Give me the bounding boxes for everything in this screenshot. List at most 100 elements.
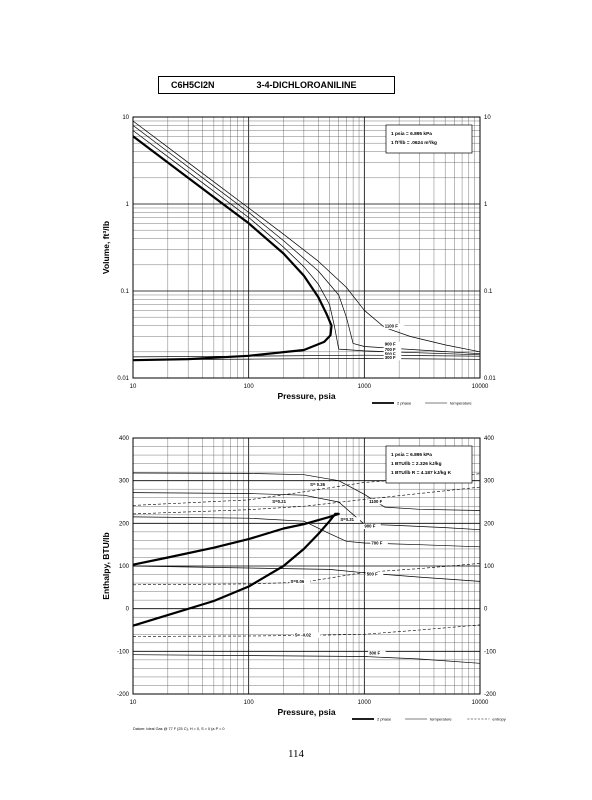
series-line	[132, 358, 481, 361]
legend-label: temperature	[430, 717, 452, 722]
y-tick-label-left: 200	[119, 521, 130, 527]
y-tick-label-right: 10	[484, 115, 491, 121]
x-tick-label: 10000	[472, 700, 489, 706]
y-tick-label-left: 1	[126, 202, 130, 208]
x-tick-label: 1000	[358, 384, 372, 390]
curve-label: S= 0.26	[310, 482, 326, 487]
x-tick-label: 100	[244, 700, 255, 706]
series-line	[132, 473, 481, 506]
curve-label-bg	[271, 498, 292, 505]
y-tick-label-left: 0.01	[117, 376, 129, 382]
curve-label-bg	[383, 323, 405, 330]
unit-note-line: 1 psia = 6.895 kPa	[391, 131, 432, 137]
x-tick-label: 1000	[358, 700, 372, 706]
title-box: C6H5Cl2N 3-4-DICHLOROANILINE	[158, 76, 395, 94]
y-axis-title: Enthalpy, BTU/lb	[101, 532, 111, 599]
y-tick-label-right: 200	[484, 521, 495, 527]
y-tick-label-left: 100	[119, 564, 130, 570]
series-line	[132, 120, 481, 353]
y-tick-label-right: -200	[484, 692, 497, 698]
unit-note-line: 1 ft³/lb = .0624 m³/kg	[391, 140, 437, 146]
chart-volume: 10 100 1000 10000 0.01 0.01 0.1 0.1 1 1 10 10 Pressu…	[101, 115, 496, 406]
y-tick-label-left: -200	[117, 692, 130, 698]
x-tick-label: 10000	[472, 384, 489, 390]
unit-note-box	[385, 124, 473, 154]
curve-label-bg	[293, 632, 321, 638]
curve-label-bg	[289, 579, 311, 585]
y-tick-label-left: 400	[119, 436, 130, 442]
legend-label: 2 phase	[377, 717, 392, 722]
curve-label-bg	[383, 346, 402, 353]
unit-note-box	[385, 445, 473, 484]
series-line	[132, 486, 481, 515]
curve-label: 700 F	[385, 347, 396, 352]
series-line	[132, 492, 481, 531]
y-tick-label-right: 1	[484, 202, 488, 208]
curve-label: 300 F	[385, 355, 396, 360]
y-tick-label-left: 300	[119, 479, 130, 485]
x-tick-label: 100	[244, 384, 255, 390]
curve-label: 900 F	[364, 524, 375, 529]
curve-label-bg	[339, 517, 360, 523]
series-line	[132, 512, 340, 627]
curve-label: S=0.06	[291, 579, 305, 584]
y-tick-label-right: 0.01	[484, 376, 496, 382]
plot-frame	[132, 437, 481, 695]
series-line	[132, 654, 481, 664]
series-line	[132, 354, 481, 358]
y-tick-label-right: 0	[484, 607, 488, 613]
x-tick-label: 10	[130, 384, 137, 390]
x-axis-title: Pressure, psia	[277, 707, 335, 717]
curve-label-bg	[383, 354, 402, 361]
series-line	[132, 125, 481, 355]
curve-label-bg	[368, 498, 389, 505]
legend-label: temperature	[450, 401, 472, 406]
x-axis-title: Pressure, psia	[277, 391, 335, 401]
curve-label: 1100 F	[385, 324, 399, 329]
series-line	[132, 130, 481, 356]
page-number: 114	[287, 748, 305, 760]
curve-label: S=0.31	[340, 517, 354, 522]
legend-label: entropy	[492, 717, 505, 722]
series-line	[132, 563, 481, 586]
curve-label: 700 F	[371, 541, 382, 546]
y-tick-label-right: 100	[484, 564, 495, 570]
curve-label: S=0.21	[272, 499, 286, 504]
curve-label: 500 F	[367, 571, 378, 576]
curve-label-bg	[365, 571, 384, 577]
datum-footnote: Datum: Ideal Gas @ 77 F (25 C), H = 0, S…	[133, 727, 224, 731]
y-tick-label-left: 10	[122, 115, 129, 121]
series-line	[132, 516, 481, 548]
y-tick-label-right: 300	[484, 479, 495, 485]
curve-label-bg	[370, 540, 388, 547]
chart-enthalpy: 10 100 1000 10000 -200 -200 -100 -100 0 0 100 100 20…	[101, 436, 506, 731]
series-line	[132, 472, 481, 511]
curve-label-bg	[309, 481, 333, 488]
curve-label: S= -0.02	[295, 632, 312, 637]
y-tick-label-right: -100	[484, 649, 497, 655]
series-line	[132, 624, 481, 637]
unit-note-line: 1 psia = 6.895 kPa	[391, 452, 432, 458]
unit-note-line: 1 BTU/lb R = 4.187 kJ/kg K	[391, 470, 452, 476]
series-line	[132, 135, 333, 362]
legend-label: 2 phase	[397, 401, 412, 406]
curve-label: 500 F	[385, 351, 396, 356]
y-tick-label-right: 0.1	[484, 289, 493, 295]
curve-label: 300 F	[369, 651, 380, 656]
plot-frame	[132, 116, 481, 379]
compound-name: 3-4-DICHLOROANILINE	[256, 80, 357, 90]
y-tick-label-right: 400	[484, 436, 495, 442]
unit-note-line: 1 BTU/lb = 2.326 kJ/kg	[391, 461, 442, 467]
y-axis-title: Volume, ft³/lb	[101, 221, 111, 274]
y-tick-label-left: 0	[126, 607, 130, 613]
y-tick-label-left: 0.1	[121, 289, 130, 295]
compound-formula: C6H5Cl2N	[171, 80, 215, 90]
curve-label: 900 F	[385, 342, 396, 347]
curve-label-bg	[368, 650, 386, 657]
x-tick-label: 10	[130, 700, 137, 706]
curve-label-bg	[383, 341, 402, 348]
y-tick-label-left: -100	[117, 649, 130, 655]
series-line	[132, 565, 481, 582]
curve-label-bg	[383, 351, 402, 357]
